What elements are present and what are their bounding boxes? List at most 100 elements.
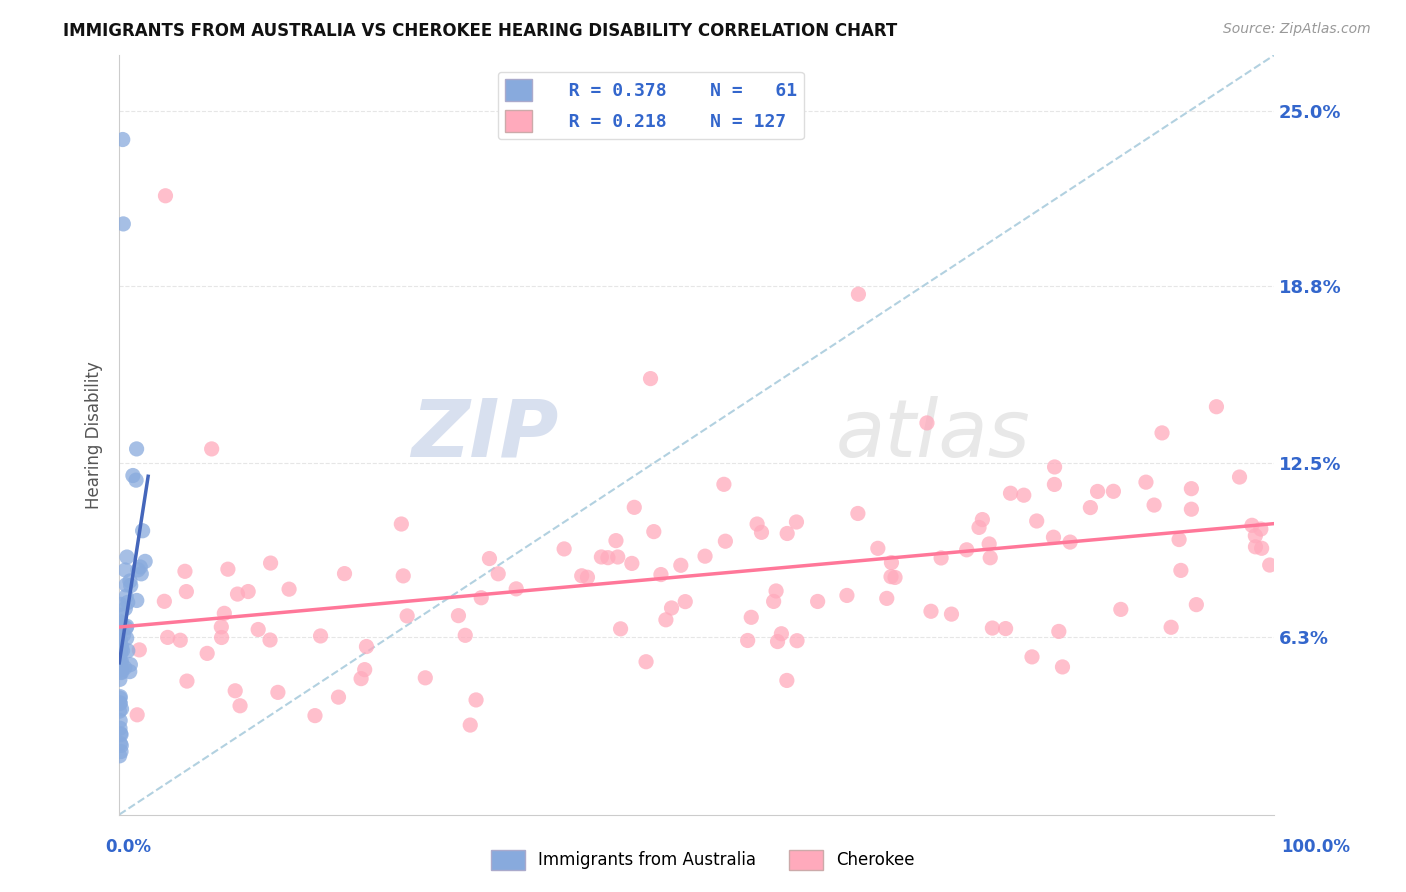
Point (110, 745, 132, 759)
Point (605, 533, 627, 548)
Point (110, 663, 132, 677)
Legend: Immigrants from Australia, Cherokee: Immigrants from Australia, Cherokee (485, 843, 921, 877)
Point (108, 654, 131, 668)
Point (120, 657, 142, 672)
Point (174, 564, 197, 578)
Point (110, 661, 132, 675)
Point (120, 579, 142, 593)
Point (609, 622, 631, 636)
Point (447, 608, 470, 623)
Point (745, 516, 768, 531)
Point (115, 578, 138, 592)
Point (751, 525, 773, 540)
Text: IMMIGRANTS FROM AUSTRALIA VS CHEROKEE HEARING DISABILITY CORRELATION CHART: IMMIGRANTS FROM AUSTRALIA VS CHEROKEE HE… (63, 22, 897, 40)
Point (714, 534, 737, 549)
Point (169, 633, 191, 648)
Point (209, 620, 232, 634)
Point (1150, 425, 1173, 440)
Point (114, 563, 136, 577)
Point (110, 665, 132, 680)
Point (125, 442, 148, 456)
Point (740, 610, 762, 624)
Point (835, 589, 858, 603)
Point (108, 621, 131, 635)
Point (454, 628, 477, 642)
Point (176, 674, 198, 689)
Point (1250, 522, 1272, 536)
Point (127, 563, 149, 577)
Point (972, 512, 994, 526)
Point (505, 582, 527, 596)
Point (247, 623, 270, 637)
Point (396, 608, 419, 623)
Text: 100.0%: 100.0% (1281, 838, 1350, 855)
Point (994, 622, 1017, 636)
Point (108, 648, 131, 662)
Point (110, 615, 132, 630)
Point (1180, 502, 1202, 516)
Point (115, 589, 138, 603)
Point (1021, 649, 1043, 664)
Point (155, 188, 177, 202)
Point (114, 601, 136, 615)
Point (156, 631, 179, 645)
Point (125, 473, 148, 487)
Point (122, 468, 145, 483)
Point (465, 693, 488, 707)
Point (127, 707, 149, 722)
Point (389, 516, 412, 531)
Point (110, 727, 132, 741)
Point (636, 655, 658, 669)
Point (846, 507, 869, 521)
Point (217, 562, 239, 576)
Point (108, 608, 131, 623)
Point (278, 582, 301, 597)
Point (713, 477, 735, 491)
Point (1087, 484, 1109, 499)
Point (786, 633, 808, 648)
Point (770, 626, 793, 640)
Point (486, 566, 509, 581)
Point (596, 550, 619, 565)
Point (111, 132, 134, 146)
Point (1043, 459, 1066, 474)
Point (1168, 533, 1191, 547)
Point (1109, 602, 1132, 616)
Point (848, 287, 870, 301)
Point (1080, 500, 1102, 515)
Point (967, 520, 990, 534)
Point (112, 217, 135, 231)
Point (643, 524, 665, 539)
Text: atlas: atlas (835, 396, 1031, 474)
Point (118, 665, 141, 679)
Point (110, 665, 132, 680)
Point (108, 691, 131, 706)
Point (125, 593, 148, 607)
Point (195, 646, 218, 660)
Point (110, 597, 132, 611)
Point (669, 558, 692, 573)
Point (129, 560, 152, 574)
Point (737, 633, 759, 648)
Point (553, 541, 575, 556)
Point (1185, 598, 1208, 612)
Point (112, 628, 135, 642)
Point (880, 556, 903, 570)
Point (866, 541, 889, 556)
Point (108, 615, 131, 629)
Point (328, 690, 350, 705)
Point (226, 587, 249, 601)
Point (478, 551, 501, 566)
Point (108, 704, 131, 718)
Point (115, 631, 138, 645)
Text: ZIP: ZIP (411, 396, 558, 474)
Point (115, 549, 138, 564)
Point (458, 718, 481, 732)
Point (1180, 482, 1202, 496)
Point (128, 643, 150, 657)
Point (1205, 400, 1227, 414)
Point (259, 633, 281, 648)
Point (229, 698, 252, 713)
Point (108, 748, 131, 763)
Point (110, 642, 132, 657)
